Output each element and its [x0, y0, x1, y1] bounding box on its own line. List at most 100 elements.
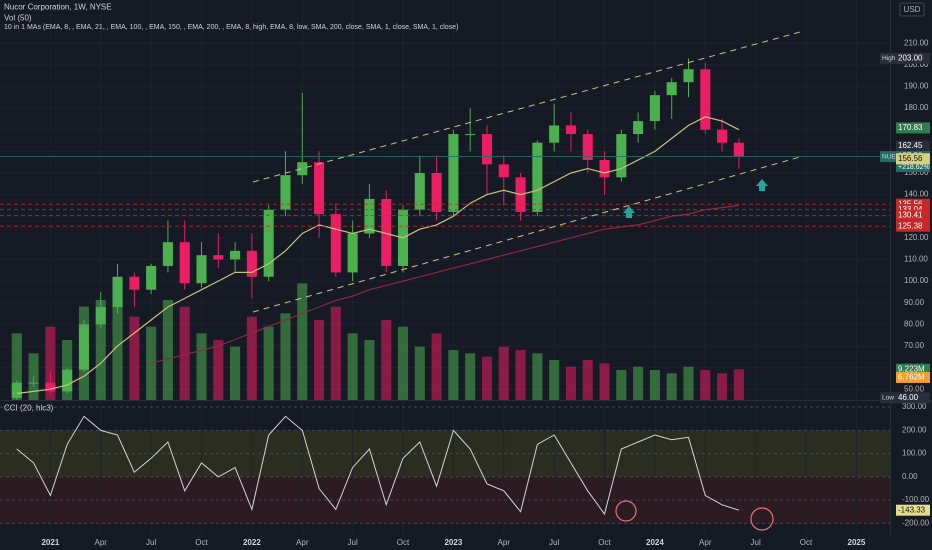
candle-body — [532, 142, 543, 212]
volume-bar — [414, 346, 425, 400]
volume-bar — [162, 300, 173, 400]
volume-bar — [314, 320, 325, 400]
candle-body — [112, 276, 123, 308]
price-tag — [896, 363, 930, 375]
price-tag-label: 203.00 — [898, 53, 923, 62]
candle-body — [179, 242, 190, 284]
candle-body — [280, 175, 291, 210]
volume-bar — [565, 366, 576, 400]
candle-body — [364, 198, 375, 234]
x-tick-label: Jul — [751, 538, 761, 547]
circle-marker — [750, 507, 774, 531]
volume-bar — [364, 340, 375, 400]
cci-tick-label: 200.00 — [902, 425, 927, 434]
volume-bar — [616, 370, 627, 400]
volume-bar — [683, 366, 694, 400]
price-tag-label: -143.33 — [898, 505, 926, 514]
volume-bar — [733, 369, 744, 400]
volume-bar — [263, 326, 274, 400]
arrow-up — [756, 179, 768, 191]
candle-body — [78, 324, 89, 370]
volume-bar — [666, 373, 677, 400]
candle-body — [616, 134, 627, 178]
candle-body — [498, 164, 509, 178]
x-tick-label: 2022 — [243, 538, 261, 547]
volume-bar — [465, 353, 476, 400]
y-tick-label: 110.00 — [904, 255, 928, 264]
tag-note: +218.62% — [898, 164, 930, 171]
volume-bar — [45, 326, 56, 400]
cci-tick-label: 300.00 — [902, 402, 927, 411]
x-tick-label: Apr — [296, 538, 309, 547]
y-tick-label: 180.00 — [904, 103, 929, 112]
price-tag-label: 162.45 — [898, 141, 923, 150]
tag-name-box — [880, 392, 897, 404]
price-tag-label: 6.762M — [898, 373, 925, 382]
price-tag — [896, 371, 930, 383]
x-tick-label: Oct — [195, 538, 208, 547]
candle-body — [431, 172, 442, 212]
volume-bar — [196, 333, 207, 400]
price-tag-label: 170.83 — [898, 123, 923, 132]
volume-bar — [397, 326, 409, 400]
volume-bar — [381, 320, 392, 400]
cci-tick-label: -200.00 — [902, 518, 930, 527]
price-tag — [896, 209, 930, 221]
candle-body — [297, 162, 308, 176]
candle-body — [599, 160, 610, 178]
volume-bar — [549, 360, 560, 400]
candle-body — [263, 209, 274, 277]
price-tag — [896, 52, 930, 64]
volume-bar — [146, 326, 157, 400]
candle-body — [146, 265, 157, 290]
x-tick-label: Apr — [699, 538, 712, 547]
candle-body — [95, 307, 106, 325]
candle-body — [162, 242, 173, 266]
price-tag — [896, 392, 930, 404]
price-tag — [896, 204, 930, 216]
tag-name-box — [880, 52, 897, 64]
volume-bar — [481, 356, 493, 400]
candle-body — [45, 382, 56, 392]
candle-body — [246, 250, 257, 277]
cci-line — [16, 415, 740, 516]
volume-bar — [330, 306, 341, 400]
x-tick-label: Oct — [598, 538, 611, 547]
price-tag — [896, 140, 930, 152]
channel-lower — [252, 156, 801, 313]
candle-body — [381, 198, 392, 266]
ma-line — [150, 204, 739, 364]
x-tick-label: Oct — [397, 538, 410, 547]
volume-bar — [280, 313, 291, 400]
volume-bar — [448, 350, 459, 400]
candle-body — [213, 255, 224, 260]
x-tick-label: Jul — [348, 538, 358, 547]
volume-bar — [431, 333, 442, 400]
x-tick-label: 2024 — [646, 538, 664, 547]
price-tag-label: 133.04 — [898, 205, 923, 214]
x-tick-label: Apr — [498, 538, 511, 547]
x-tick-label: Jul — [146, 538, 156, 547]
x-tick-label: 2023 — [444, 538, 462, 547]
candle-body — [649, 95, 660, 122]
price-tag-label: 156.56 — [898, 154, 923, 163]
volume-bar — [633, 366, 644, 400]
x-tick-label: Apr — [95, 538, 108, 547]
chart-title: Nucor Corporation, 1W, NYSE — [4, 3, 112, 12]
cci-tick-label: 100.00 — [902, 449, 927, 458]
volume-bar — [498, 346, 509, 400]
candle-body — [28, 382, 39, 384]
currency[interactable]: USD — [904, 5, 921, 14]
volume-bar — [230, 346, 241, 400]
candle-body — [347, 233, 358, 273]
currency-box[interactable] — [899, 2, 925, 17]
price-tag — [896, 153, 930, 165]
cci-label: CCI (20, hlc3) — [4, 404, 54, 413]
y-tick-label: 190.00 — [904, 82, 929, 91]
candle-body — [314, 162, 325, 215]
y-tick-label: 90.00 — [904, 298, 925, 307]
y-tick-label: 80.00 — [904, 319, 925, 328]
volume-bar — [599, 363, 610, 400]
volume-bar — [129, 316, 140, 400]
candle-body — [11, 382, 22, 398]
